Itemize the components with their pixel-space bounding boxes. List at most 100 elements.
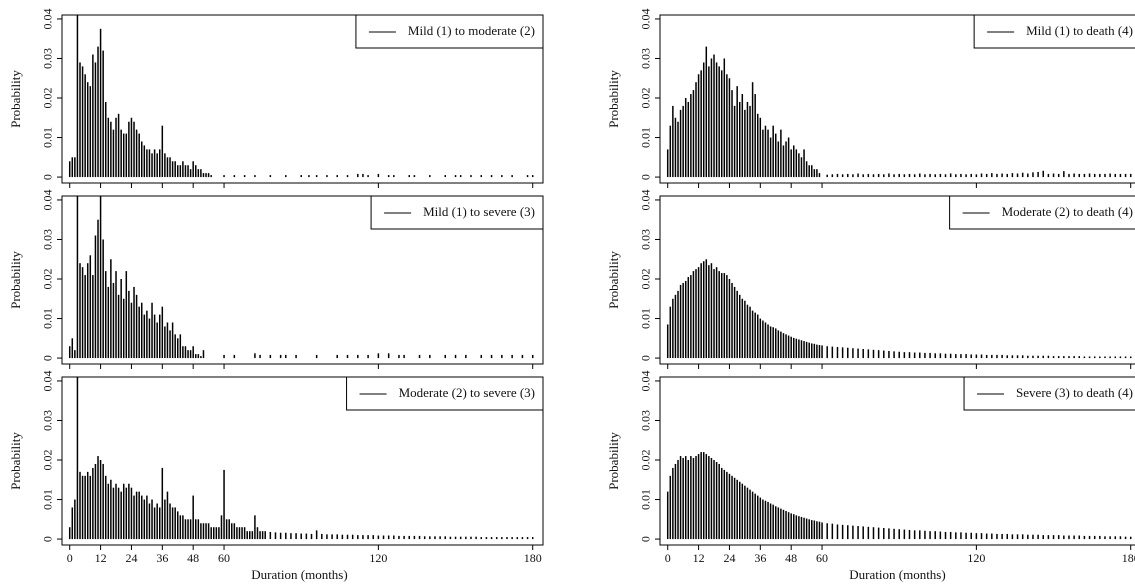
x-tick-label: 36	[156, 551, 168, 565]
bar	[975, 174, 978, 178]
bar	[71, 157, 74, 178]
panel: 0 0.01 0.02 0.03 0.04 0 12 24 36 48 60 120 180 Probab…	[606, 370, 1135, 582]
y-tick-label: 0.01	[41, 127, 55, 148]
bar	[449, 536, 452, 540]
bar	[1052, 535, 1055, 540]
bar	[357, 173, 359, 178]
bar	[682, 105, 684, 178]
bar	[470, 175, 472, 178]
bar	[805, 161, 808, 178]
bar	[179, 165, 182, 178]
bar	[723, 469, 726, 540]
bar	[939, 531, 942, 540]
bar	[893, 351, 895, 359]
bar	[115, 271, 117, 359]
bars	[68, 15, 534, 178]
bar	[465, 354, 467, 359]
bar	[495, 537, 498, 540]
bar	[949, 173, 952, 178]
bar	[387, 535, 390, 540]
bar	[1088, 356, 1091, 359]
bar	[785, 141, 787, 178]
y-tick-label: 0.02	[41, 88, 55, 109]
bar	[715, 267, 718, 359]
bar	[156, 503, 158, 540]
bar	[1083, 356, 1086, 359]
bar	[218, 527, 220, 540]
bar	[782, 333, 785, 359]
bar	[205, 523, 207, 540]
bar	[857, 526, 859, 540]
bar	[140, 141, 143, 178]
bar	[207, 173, 210, 178]
bar	[746, 487, 749, 540]
bar	[398, 354, 400, 359]
y-tick-label: 0.03	[639, 410, 653, 431]
bar	[92, 54, 94, 178]
bar	[996, 533, 998, 540]
bar	[1068, 173, 1070, 178]
bar	[726, 471, 728, 540]
bar	[285, 532, 287, 540]
x-tick-label: 48	[187, 551, 199, 565]
bar	[1093, 173, 1096, 178]
bar	[857, 173, 859, 178]
bar	[818, 345, 821, 359]
bar	[1042, 170, 1045, 178]
bar	[754, 493, 756, 540]
bar	[74, 499, 76, 540]
bar	[256, 527, 259, 540]
bar	[805, 518, 808, 540]
bar	[246, 531, 248, 540]
bar	[991, 173, 993, 178]
bar	[213, 527, 215, 540]
bar	[171, 161, 174, 178]
bar	[919, 352, 921, 359]
x-tick-label: 24	[723, 551, 735, 565]
bar	[184, 165, 187, 178]
bar	[187, 165, 189, 178]
bar	[996, 173, 998, 178]
bar	[251, 531, 254, 540]
bar	[867, 173, 870, 178]
bar	[985, 533, 988, 540]
bar	[68, 527, 71, 540]
bar	[808, 165, 810, 178]
bar	[174, 334, 176, 359]
bar	[738, 101, 741, 178]
panel: 0 0.01 0.02 0.03 0.04 Probability Mild (1) to …	[606, 8, 1135, 188]
bar	[120, 491, 122, 540]
bar	[741, 298, 744, 359]
bar	[1114, 173, 1117, 178]
bar	[744, 109, 746, 178]
bar	[223, 469, 225, 540]
bar	[94, 463, 97, 540]
bar	[1001, 533, 1003, 540]
bar	[672, 298, 674, 359]
bar	[526, 175, 529, 178]
bar	[836, 173, 839, 178]
bar	[715, 461, 718, 540]
bar	[1088, 535, 1091, 540]
bar	[836, 347, 839, 359]
bars	[666, 259, 1132, 359]
bar	[1016, 173, 1019, 178]
y-tick-label: 0	[41, 174, 55, 180]
bar	[357, 535, 359, 540]
bar	[705, 454, 708, 540]
bar	[1016, 355, 1019, 359]
bar	[158, 507, 161, 540]
bar	[243, 527, 246, 540]
bar	[790, 336, 792, 359]
bar	[700, 452, 702, 540]
bar	[166, 491, 169, 540]
bar	[233, 523, 236, 540]
bar	[1093, 356, 1096, 359]
bar	[521, 354, 524, 359]
legend-label: Severe (3) to death (4)	[1016, 385, 1133, 400]
bar	[128, 483, 130, 540]
bar	[110, 121, 112, 178]
bar	[811, 520, 813, 540]
bar	[176, 338, 179, 359]
bar	[151, 153, 153, 178]
